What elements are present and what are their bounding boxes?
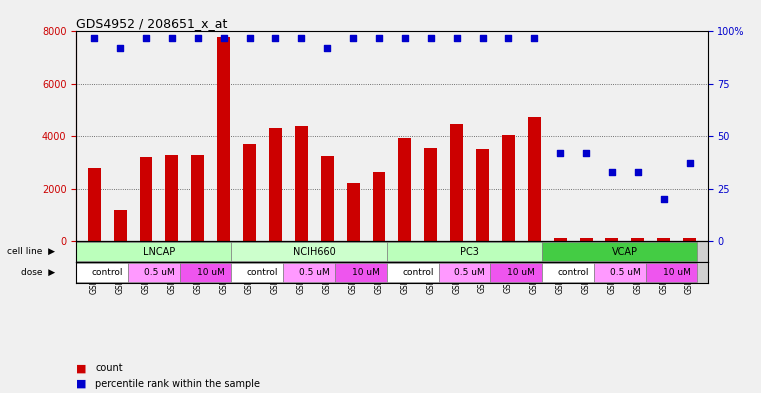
Point [114,45,126,51]
Text: 0.5 uM: 0.5 uM [610,268,640,277]
FancyBboxPatch shape [438,263,490,282]
Text: 10 uM: 10 uM [508,268,535,277]
Text: LNCAP: LNCAP [143,246,175,257]
FancyBboxPatch shape [542,263,594,282]
Text: ■: ■ [76,379,87,389]
Text: GDS4952 / 208651_x_at: GDS4952 / 208651_x_at [76,17,228,30]
Point [88,35,100,41]
FancyBboxPatch shape [645,263,697,282]
Point [554,150,566,156]
Bar [139,157,152,241]
FancyBboxPatch shape [231,263,283,282]
FancyBboxPatch shape [387,263,438,282]
Bar [346,184,359,241]
Bar [476,149,489,241]
FancyBboxPatch shape [231,242,387,261]
Point [373,35,385,41]
Text: 10 uM: 10 uM [663,268,690,277]
Bar [320,156,333,241]
Text: cell line  ▶: cell line ▶ [8,247,56,256]
Point [244,35,256,41]
FancyBboxPatch shape [542,242,697,261]
Text: NCIH660: NCIH660 [293,246,336,257]
Bar [502,135,515,241]
Text: 0.5 uM: 0.5 uM [299,268,330,277]
Bar [632,239,645,241]
FancyBboxPatch shape [594,263,645,282]
Bar [191,154,204,241]
Bar [451,125,463,241]
Point [425,35,437,41]
Bar [528,117,541,241]
Point [347,35,359,41]
Bar [165,154,178,241]
Point [502,35,514,41]
Bar [658,239,670,241]
Point [269,35,282,41]
Text: control: control [91,268,123,277]
Text: count: count [95,364,123,373]
Bar [113,209,126,241]
Text: control: control [247,268,279,277]
Point [321,45,333,51]
Point [683,160,696,167]
Point [140,35,152,41]
FancyBboxPatch shape [387,242,542,261]
Point [580,150,592,156]
Text: percentile rank within the sample: percentile rank within the sample [95,379,260,389]
Bar [88,168,100,241]
Bar [606,239,619,241]
Point [399,35,411,41]
FancyBboxPatch shape [490,263,542,282]
Bar [295,126,307,241]
Bar [554,239,567,241]
Bar [372,172,385,241]
Point [166,35,178,41]
Point [658,196,670,202]
Text: control: control [557,268,589,277]
Text: 10 uM: 10 uM [352,268,380,277]
FancyBboxPatch shape [76,242,231,261]
Bar [425,148,438,241]
Bar [580,238,593,241]
FancyBboxPatch shape [76,263,128,282]
Point [451,35,463,41]
Bar [683,239,696,241]
FancyBboxPatch shape [128,263,180,282]
Point [192,35,204,41]
Point [218,35,230,41]
Text: dose  ▶: dose ▶ [21,268,56,277]
Bar [269,129,282,241]
Text: 0.5 uM: 0.5 uM [454,268,485,277]
Text: control: control [402,268,434,277]
Text: PC3: PC3 [460,246,479,257]
Point [632,169,644,175]
Text: 10 uM: 10 uM [197,268,224,277]
Point [295,35,307,41]
FancyBboxPatch shape [180,263,231,282]
Text: ■: ■ [76,364,87,373]
Point [606,169,618,175]
FancyBboxPatch shape [283,263,335,282]
Text: VCAP: VCAP [612,246,638,257]
Bar [217,37,230,241]
Point [528,35,540,41]
Text: 0.5 uM: 0.5 uM [144,268,174,277]
Point [476,35,489,41]
Bar [399,138,412,241]
Bar [243,144,256,241]
FancyBboxPatch shape [335,263,387,282]
